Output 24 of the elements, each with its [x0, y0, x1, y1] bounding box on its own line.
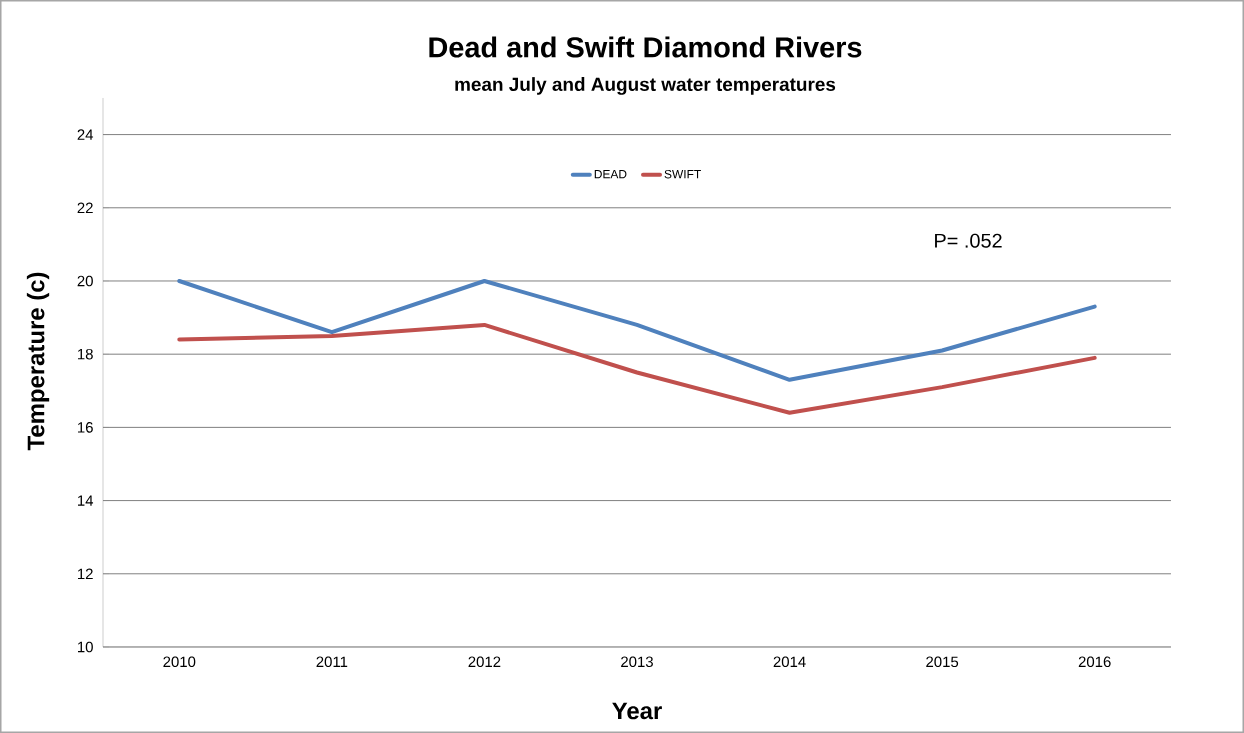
legend-label: SWIFT	[664, 169, 701, 179]
x-tick-label: 2015	[926, 656, 959, 668]
y-tick-label: 10	[78, 641, 93, 653]
x-tick-label: 2016	[1078, 656, 1111, 668]
y-tick-label: 16	[78, 422, 93, 433]
y-tick-label: 14	[78, 495, 94, 506]
x-tick-label: 2014	[773, 656, 806, 668]
x-axis-title: Year	[612, 702, 662, 720]
x-tick-label: 2010	[163, 656, 196, 668]
x-tick-label: 2012	[468, 656, 501, 668]
chart-title: Dead and Swift Diamond Rivers	[429, 36, 862, 58]
y-tick-label: 20	[77, 275, 93, 287]
line-series	[177, 322, 1097, 415]
x-tick-label: 2013	[621, 656, 653, 668]
chart-subtitle: mean July and August water temperatures	[455, 77, 836, 95]
legend-label: DEAD	[594, 169, 627, 179]
y-tick-label: 12	[78, 568, 93, 579]
x-tick-label: 2011	[316, 656, 348, 668]
y-tick-label: 24	[77, 129, 94, 140]
y-tick-label: 22	[77, 202, 93, 213]
annotation: P= .052	[935, 233, 1002, 248]
y-axis-title: Temperature (c)	[26, 272, 50, 451]
line-series	[177, 278, 1097, 382]
y-tick-label: 18	[78, 348, 93, 360]
